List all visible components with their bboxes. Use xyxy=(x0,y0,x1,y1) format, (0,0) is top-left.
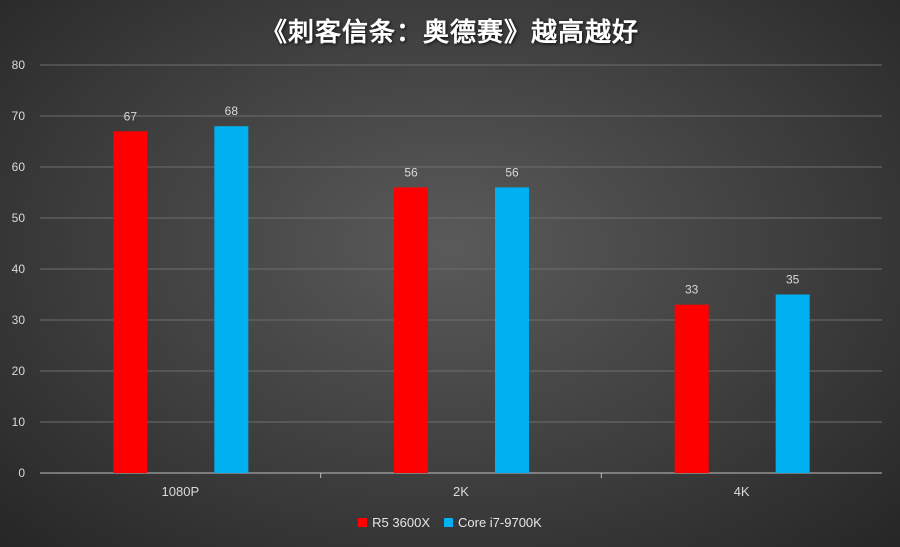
y-tick-label: 60 xyxy=(12,160,26,174)
legend-swatch-series-1 xyxy=(444,518,453,527)
legend-item-series-0: R5 3600X xyxy=(358,515,430,530)
legend-label-series-0: R5 3600X xyxy=(372,515,430,530)
legend-swatch-series-0 xyxy=(358,518,368,527)
y-tick-label: 10 xyxy=(12,415,26,429)
y-tick-label: 20 xyxy=(12,364,26,378)
data-label: 35 xyxy=(786,273,800,287)
legend-label-series-1: Core i7-9700K xyxy=(458,515,542,530)
x-tick-label: 4K xyxy=(734,484,750,499)
legend: R5 3600X Core i7-9700K xyxy=(0,515,900,530)
y-tick-label: 50 xyxy=(12,211,26,225)
bar-1-0 xyxy=(214,126,249,473)
data-label: 33 xyxy=(685,283,699,297)
y-tick-label: 80 xyxy=(12,58,26,72)
data-label: 56 xyxy=(404,165,418,179)
y-tick-label: 0 xyxy=(18,466,25,480)
bar-0-2 xyxy=(674,304,709,473)
bar-0-1 xyxy=(394,187,428,473)
data-label: 56 xyxy=(505,165,519,179)
x-tick-label: 1080P xyxy=(162,484,200,499)
bar-1-1 xyxy=(495,187,529,473)
y-tick-label: 70 xyxy=(12,109,26,123)
chart-title: 《刺客信条：奥德赛》越高越好 xyxy=(260,18,639,48)
y-tick-label: 30 xyxy=(12,313,26,327)
x-tick-label: 2K xyxy=(453,484,469,499)
y-tick-label: 40 xyxy=(12,262,26,276)
legend-item-series-1: Core i7-9700K xyxy=(444,515,542,530)
bar-0-0 xyxy=(113,131,148,474)
data-label: 68 xyxy=(225,104,239,118)
bar-1-2 xyxy=(775,294,810,473)
data-label: 67 xyxy=(124,109,138,123)
